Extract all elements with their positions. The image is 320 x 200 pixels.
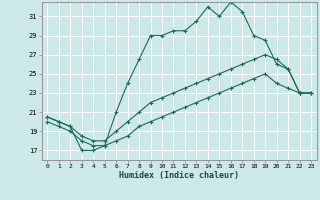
X-axis label: Humidex (Indice chaleur): Humidex (Indice chaleur) [119, 171, 239, 180]
